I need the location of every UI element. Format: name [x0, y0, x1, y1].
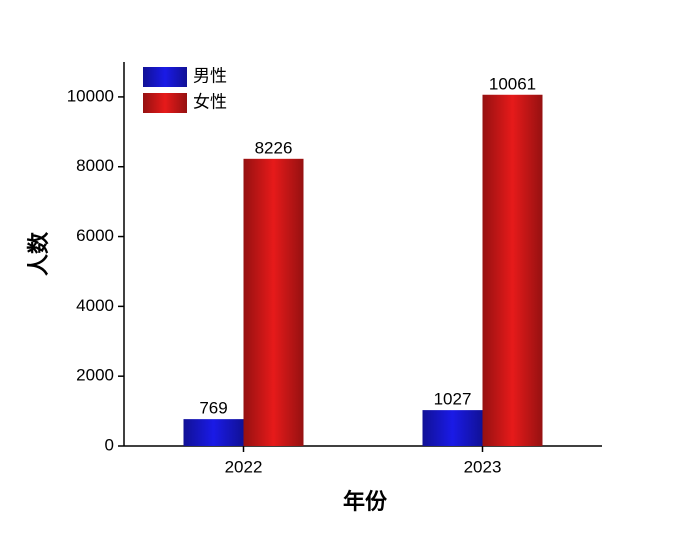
bar-shade	[183, 419, 244, 446]
y-tick-label: 8000	[76, 156, 114, 175]
x-axis-title: 年份	[343, 489, 388, 514]
y-tick-label: 0	[105, 435, 114, 454]
x-tick-label: 2023	[464, 457, 502, 476]
legend-label: 男性	[193, 66, 227, 85]
data-label: 1027	[434, 390, 472, 409]
data-label: 10061	[489, 74, 536, 93]
bar-shade	[243, 158, 304, 446]
y-axis-title: 人数	[26, 231, 51, 276]
y-tick-label: 6000	[76, 226, 114, 245]
legend-swatch-shade	[143, 93, 187, 113]
bar-shade	[422, 410, 483, 446]
x-tick-label: 2022	[225, 457, 263, 476]
y-tick-label: 2000	[76, 366, 114, 385]
y-tick-label: 4000	[76, 296, 114, 315]
bar-shade	[482, 94, 543, 446]
data-label: 8226	[255, 138, 293, 157]
data-label: 769	[199, 399, 227, 418]
legend-label: 女性	[193, 92, 227, 111]
legend-swatch-shade	[143, 67, 187, 87]
y-tick-label: 10000	[67, 86, 114, 105]
